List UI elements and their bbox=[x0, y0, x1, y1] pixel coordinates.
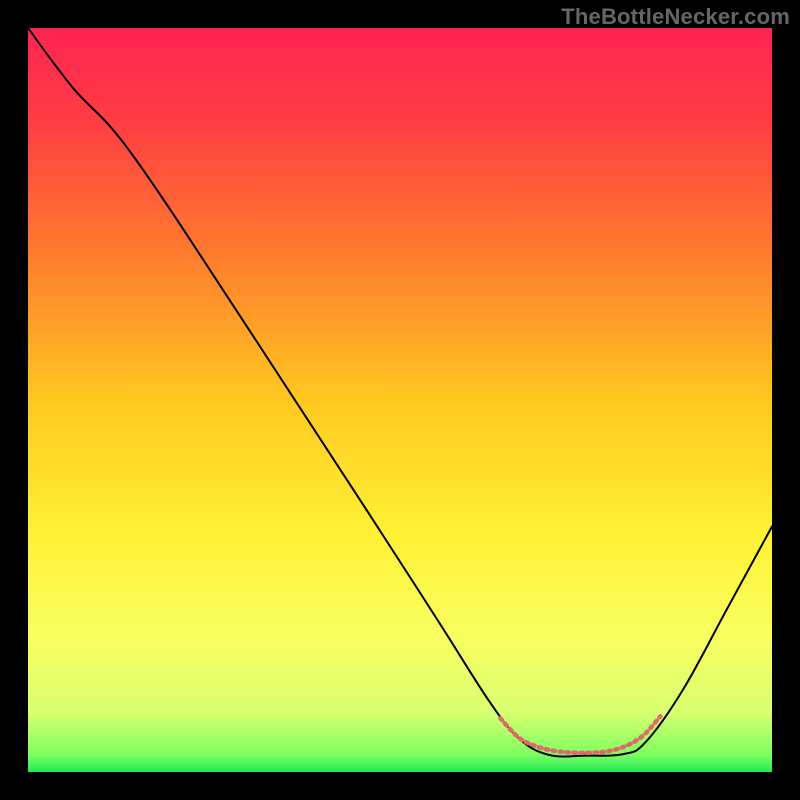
watermark-text: TheBottleNecker.com bbox=[561, 4, 790, 30]
plot-area bbox=[28, 28, 772, 772]
bottleneck-chart bbox=[28, 28, 772, 772]
chart-frame: TheBottleNecker.com bbox=[0, 0, 800, 800]
gradient-background bbox=[28, 28, 772, 772]
